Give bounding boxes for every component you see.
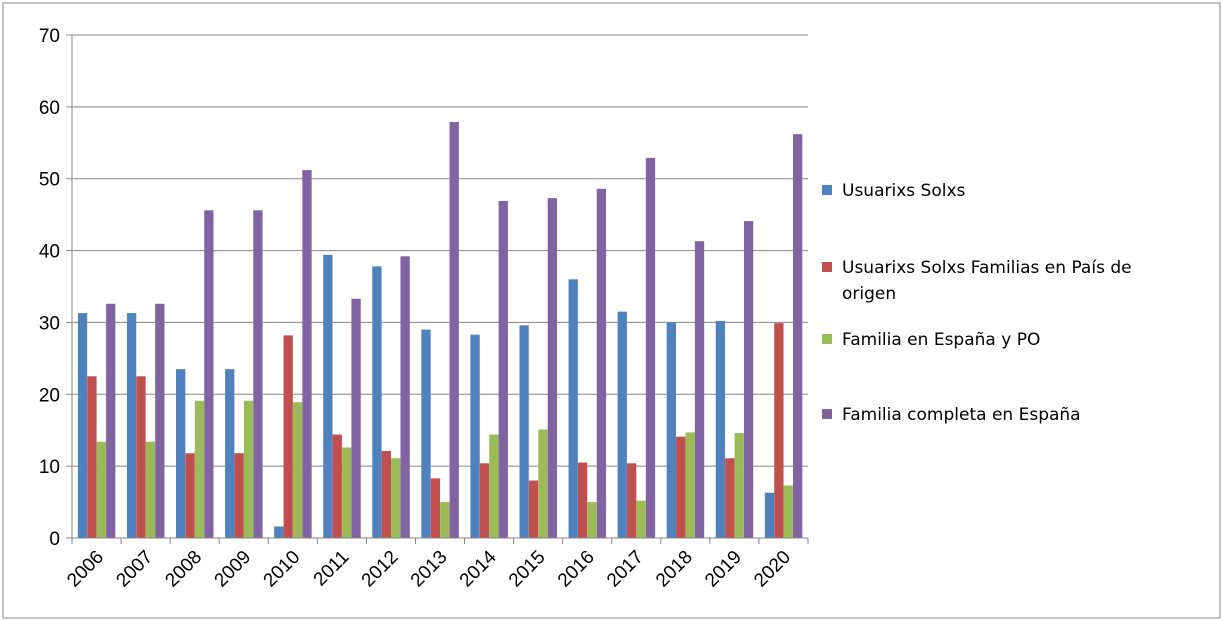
bar-series3-2007 [145,441,156,538]
bar-series4-2008 [204,210,214,538]
bar-series2-2019 [725,458,735,538]
x-axis-ticks: 2006 2007 2008 2009 2010 2011 2012 2013 2014 2015… [63,538,809,592]
bar-series1-2020 [764,492,775,538]
bar-series4-2016 [596,188,607,538]
bar-series3-2018 [685,432,695,538]
bar-series3-2011 [342,447,352,538]
bar-series2-2014 [479,463,490,538]
y-tick-label: 40 [39,242,60,263]
legend-label-series2: Usuarixs Solxs Familias en País de origen [842,258,1132,304]
legend: Usuarixs Solxs Usuarixs Solxs Familias en… [822,181,1132,425]
legend-swatch-series4 [822,409,832,419]
x-tick-label: 2007 [112,547,157,592]
bar-series2-2008 [185,453,195,538]
bar-series4-2015 [547,198,557,538]
x-tick-label: 2017 [603,547,648,592]
y-tick-label: 20 [39,385,60,406]
legend-label-series1: Usuarixs Solxs [842,181,966,201]
bars [77,121,803,539]
x-tick-label: 2018 [652,547,697,592]
bar-series2-2020 [774,323,784,538]
legend-swatch-series2 [822,262,832,272]
bar-series2-2012 [381,451,391,538]
bar-series3-2019 [734,433,744,538]
bar-series4-2009 [253,210,263,538]
bar-series2-2009 [234,453,244,538]
axes [71,35,808,539]
bar-series2-2015 [528,480,539,538]
bar-series1-2007 [126,313,137,538]
bar-series3-2006 [96,441,106,538]
bar-series3-2013 [440,502,450,538]
bar-series3-2009 [243,400,254,538]
x-tick-label: 2015 [505,547,550,592]
bar-series1-2015 [519,325,529,538]
bar-series1-2008 [176,369,186,538]
y-axis-ticks: 0 10 20 30 40 50 60 70 [39,26,72,550]
bar-series4-2019 [743,221,754,539]
bar-series1-2009 [225,369,235,538]
x-tick-label: 2009 [211,547,256,592]
bar-series4-2010 [302,170,312,538]
y-tick-label: 60 [39,98,60,119]
bar-series2-2007 [136,376,146,538]
x-tick-label: 2012 [358,547,403,592]
legend-label-series3: Familia en España y PO [842,330,1040,350]
x-tick-label: 2010 [260,547,305,592]
y-tick-label: 10 [39,457,60,478]
legend-swatch-series1 [822,185,832,195]
bar-series1-2017 [617,311,627,538]
bar-series2-2006 [87,376,97,538]
bar-series4-2006 [106,303,116,538]
y-tick-label: 0 [49,529,60,550]
bar-series1-2006 [77,313,88,538]
bar-series3-2015 [538,429,548,538]
bar-series4-2017 [645,157,656,538]
bar-series2-2017 [627,463,637,538]
bar-series1-2016 [568,279,578,538]
bar-series2-2013 [430,478,441,538]
bar-series4-2011 [351,298,361,538]
bar-series1-2013 [421,329,431,538]
x-tick-label: 2019 [701,547,746,592]
x-tick-label: 2013 [407,547,452,592]
bar-series3-2012 [391,458,401,538]
bar-series2-2011 [332,434,342,538]
x-tick-label: 2008 [161,547,206,592]
bar-series3-2010 [292,402,303,538]
bar-series2-2018 [676,436,686,538]
bar-series1-2018 [666,322,676,538]
x-tick-label: 2006 [63,547,108,592]
y-tick-label: 30 [39,313,60,334]
bar-series3-2014 [489,434,499,538]
bar-series3-2020 [783,485,793,538]
y-tick-label: 70 [39,26,60,47]
bar-series4-2007 [155,303,165,538]
legend-swatch-series3 [822,334,832,344]
bar-series2-2010 [283,335,293,538]
bar-series3-2017 [636,500,646,538]
bar-series4-2012 [400,256,410,538]
legend-label-series4: Familia completa en España [842,405,1081,425]
x-tick-label: 2020 [750,547,795,592]
bar-series1-2012 [372,266,382,538]
bar-series3-2016 [587,502,597,538]
bar-series4-2014 [498,200,508,539]
bar-series4-2018 [694,241,705,539]
x-tick-label: 2016 [554,547,599,592]
bar-series4-2013 [449,121,459,538]
x-tick-label: 2014 [456,546,501,591]
bar-series3-2008 [194,400,205,538]
bar-series2-2016 [577,462,588,538]
bar-series1-2011 [323,254,333,538]
x-tick-label: 2011 [310,547,354,591]
bar-series4-2020 [793,134,803,539]
y-tick-label: 50 [39,170,60,191]
bar-series1-2019 [715,320,726,538]
bar-series1-2014 [470,334,480,538]
bar-series1-2010 [274,526,284,538]
